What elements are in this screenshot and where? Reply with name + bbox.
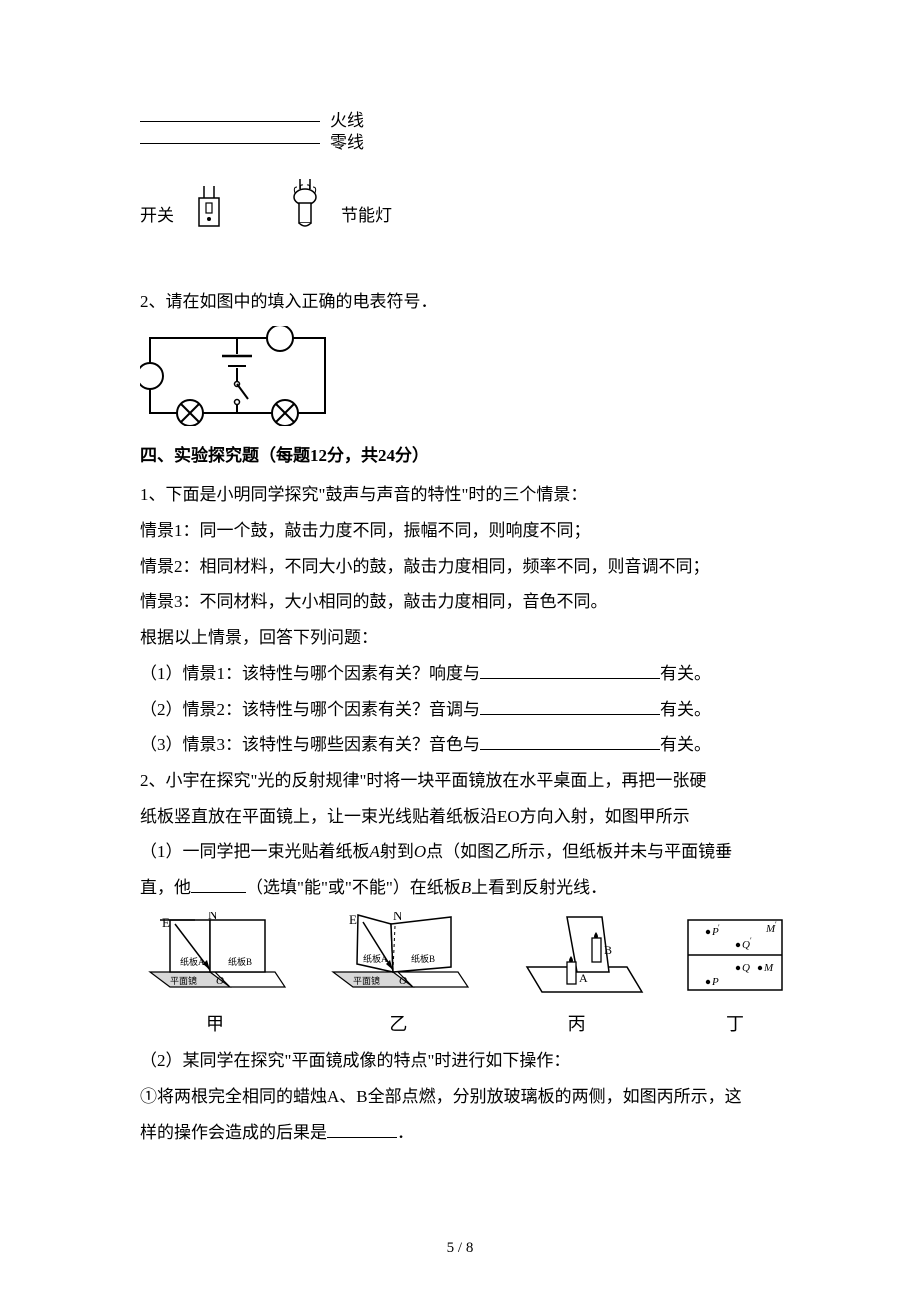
s4q2s1-l2c: 上看到反射光线． (471, 878, 607, 897)
neutral-wire-label: 零线 (330, 125, 364, 161)
var-O: O (414, 842, 426, 861)
s4-scene2: 情景2：相同材料，不同大小的鼓，敲击力度相同，频率不同，则音调不同； (140, 549, 790, 585)
s4-scene3: 情景3：不同材料，大小相同的鼓，敲击力度相同，音色不同。 (140, 584, 790, 620)
q2-text: 2、请在如图中的填入正确的电表符号． (140, 284, 790, 320)
blank-timbre (480, 733, 660, 750)
live-wire-row: 火线 (140, 110, 790, 132)
svg-text:M: M (763, 962, 774, 974)
svg-text:E: E (349, 912, 357, 927)
svg-text:P: P (711, 976, 719, 988)
s4-sub3-pre: （3）情景3：该特性与哪些因素有关？音色与 (140, 735, 480, 754)
page-number: 5 / 8 (0, 1233, 920, 1265)
fig-yi-col: E N 纸板A 纸板B 平面镜 O 乙 (323, 912, 473, 1044)
svg-text:′: ′ (775, 920, 777, 929)
s4q2s2-l2a: 样的操作会造成的后果是 (140, 1123, 327, 1142)
s4q2s1-l1c: 点（如图乙所示，但纸板并未与平面镜垂 (426, 842, 732, 861)
s4-q2-l2: 纸板竖直放在平面镜上，让一束光线贴着纸板沿EO方向入射，如图甲所示 (140, 799, 790, 835)
s4-followup: 根据以上情景，回答下列问题： (140, 620, 790, 656)
s4-sub3: （3）情景3：该特性与哪些因素有关？音色与 有关。 (140, 727, 790, 763)
svg-text:纸板A: 纸板A (180, 956, 205, 967)
svg-text:纸板B: 纸板B (228, 956, 252, 967)
blank-loudness (480, 662, 660, 679)
live-wire-line (140, 121, 320, 122)
fig-yi-label: 乙 (389, 1006, 407, 1044)
section4-title: 四、实验探究题（每题12分，共24分） (140, 438, 790, 474)
fig-jia-label: 甲 (206, 1006, 224, 1044)
s4-sub3-post: 有关。 (660, 735, 711, 754)
switch-icon (194, 186, 224, 234)
s4-q2-sub1-l1: （1）一同学把一束光贴着纸板A射到O点（如图乙所示，但纸板并未与平面镜垂 (140, 834, 790, 870)
neutral-wire-line (140, 143, 320, 144)
s4q2s1-l1a: （1）一同学把一束光贴着纸板 (140, 842, 370, 861)
svg-text:纸板B: 纸板B (411, 953, 435, 964)
s4-scene1: 情景1：同一个鼓，敲击力度不同，振幅不同，则响度不同； (140, 513, 790, 549)
s4q2s2-l2b: ． (397, 1123, 414, 1142)
svg-text:平面镜: 平面镜 (170, 975, 197, 986)
svg-text:N: N (393, 912, 403, 923)
s4-sub2-pre: （2）情景2：该特性与哪个因素有关？音调与 (140, 700, 480, 719)
circuit-wiring-figure: 火线 零线 开关 节能灯 (140, 110, 790, 234)
blank-can-see (191, 876, 246, 893)
s4-sub1-pre: （1）情景1：该特性与哪个因素有关？响度与 (140, 664, 480, 683)
s4-q2-sub2-l1: ①将两根完全相同的蜡烛A、B全部点燃，分别放玻璃板的两侧，如图丙所示，这 (140, 1079, 790, 1115)
s4-q2-l1: 2、小宇在探究"光的反射规律"时将一块平面镜放在水平桌面上，再把一张硬 (140, 763, 790, 799)
optics-figures-row: E N 纸板A 纸板B 平面镜 O 甲 E N 纸板A 纸板B 平面镜 (140, 912, 790, 1044)
s4q2s1-l1b: 射到 (380, 842, 414, 861)
svg-text:O: O (216, 975, 224, 987)
fig-bing: A B (507, 912, 647, 1002)
s4-q2-sub2: （2）某同学在探究"平面镜成像的特点"时进行如下操作： (140, 1043, 790, 1079)
blank-pitch (480, 698, 660, 715)
s4-q2-sub1-l2: 直，他 （选填"能"或"不能"）在纸板B上看到反射光线． (140, 870, 790, 906)
lamp-label: 节能灯 (341, 198, 392, 234)
circuit-diagram (140, 326, 335, 426)
svg-text:O: O (399, 975, 407, 987)
svg-text:Q: Q (742, 939, 750, 951)
fig-ding-label: 丁 (726, 1006, 744, 1044)
fig-ding: P′ Q′ M′ Q M P (680, 912, 790, 1002)
svg-text:′: ′ (750, 936, 752, 945)
fig-jia-col: E N 纸板A 纸板B 平面镜 O 甲 (140, 912, 290, 1044)
var-B: B (461, 878, 471, 897)
svg-text:纸板A: 纸板A (363, 953, 388, 964)
s4-q2-sub2-l2: 样的操作会造成的后果是 ． (140, 1115, 790, 1151)
fig-ding-col: P′ Q′ M′ Q M P 丁 (680, 912, 790, 1044)
s4-q1-intro: 1、下面是小明同学探究"鼓声与声音的特性"时的三个情景： (140, 477, 790, 513)
s4q2s1-l2a: 直，他 (140, 878, 191, 897)
svg-text:N: N (208, 912, 218, 922)
s4-sub1: （1）情景1：该特性与哪个因素有关？响度与 有关。 (140, 656, 790, 692)
svg-text:A: A (579, 971, 588, 985)
blank-consequence (327, 1121, 397, 1138)
svg-text:Q: Q (742, 962, 750, 974)
s4-sub2: （2）情景2：该特性与哪个因素有关？音调与 有关。 (140, 692, 790, 728)
svg-text:B: B (604, 943, 612, 957)
s4q2s1-l2b: （选填"能"或"不能"）在纸板 (246, 878, 461, 897)
fig-bing-label: 丙 (568, 1006, 586, 1044)
svg-text:E: E (162, 915, 170, 930)
neutral-wire-row: 零线 (140, 132, 790, 154)
fig-bing-col: A B 丙 (507, 912, 647, 1044)
svg-text:平面镜: 平面镜 (353, 975, 380, 986)
svg-text:′: ′ (718, 923, 720, 932)
s4-sub1-post: 有关。 (660, 664, 711, 683)
fig-yi: E N 纸板A 纸板B 平面镜 O (323, 912, 473, 1002)
s4-sub2-post: 有关。 (660, 700, 711, 719)
components-row: 开关 节能灯 (140, 179, 790, 234)
energy-lamp-icon (289, 179, 321, 234)
wire-lines: 火线 零线 (140, 110, 790, 154)
switch-label: 开关 (140, 198, 174, 234)
var-A: A (370, 842, 380, 861)
fig-jia: E N 纸板A 纸板B 平面镜 O (140, 912, 290, 1002)
